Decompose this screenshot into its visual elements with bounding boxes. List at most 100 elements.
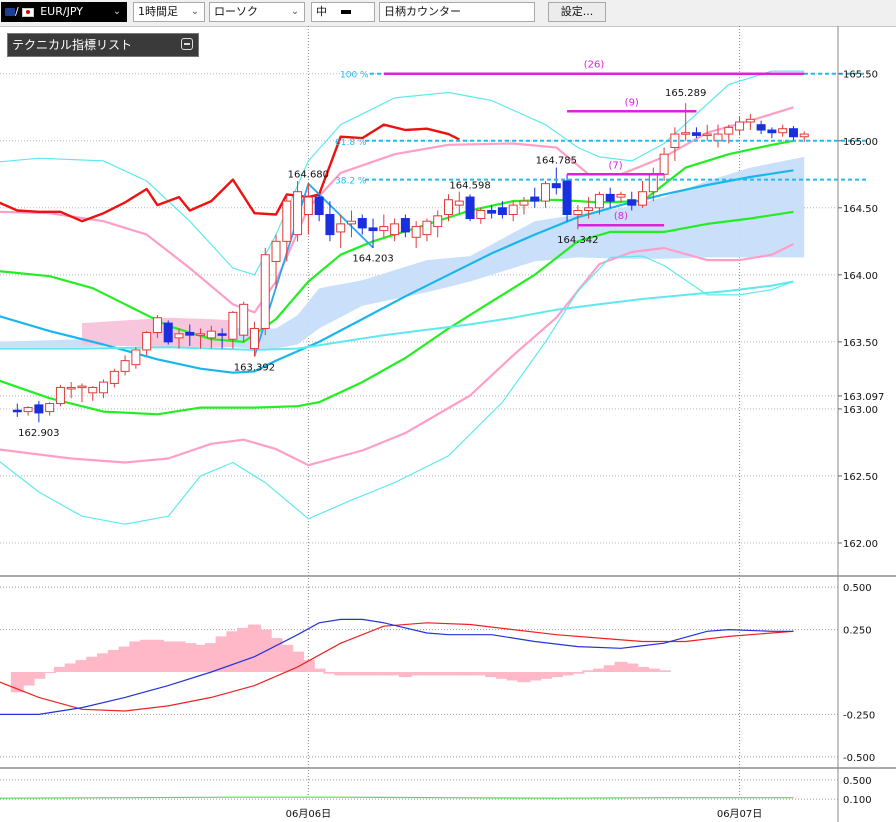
blue-ma-fast-line xyxy=(0,169,794,374)
indicator-list-toggle[interactable]: テクニカル指標リスト xyxy=(7,33,199,57)
price-label: 164.785 xyxy=(536,156,577,167)
price-tick-label: 164.00 xyxy=(843,271,878,282)
price-tick-label: 163.097 xyxy=(843,392,884,403)
chevron-down-icon: ⌄ xyxy=(112,6,122,17)
macd-panel: 0.500 0.250 -0.250 -0.500 xyxy=(0,583,875,764)
macd-histogram-bar xyxy=(183,643,197,672)
candle-body xyxy=(228,311,238,340)
day-counter-label: (26) xyxy=(584,60,605,71)
candle-body xyxy=(293,191,303,236)
interval-select[interactable]: 1時間足 ⌄ xyxy=(133,2,205,22)
macd-histogram-bar xyxy=(118,646,132,672)
indicator-lines xyxy=(0,70,805,525)
candle-body xyxy=(584,207,594,211)
macd-histogram-bar xyxy=(366,672,380,676)
line-style-select[interactable]: 中 xyxy=(311,2,375,22)
candle-body xyxy=(713,133,723,142)
macd-histogram-bar xyxy=(140,639,154,672)
candle-body xyxy=(142,331,152,351)
price-tick-label: 165.00 xyxy=(843,137,878,148)
candle-body xyxy=(788,128,798,138)
grid-layer xyxy=(0,26,896,822)
bb-lower1-line xyxy=(0,243,794,467)
macd-histogram-bar xyxy=(571,672,585,674)
oscillator-tick-label: 0.500 xyxy=(843,776,872,787)
candle-body xyxy=(152,317,162,333)
macd-histogram-bar xyxy=(614,661,628,672)
macd-tick-label: 0.500 xyxy=(843,583,872,594)
macd-histogram-bar xyxy=(150,639,164,672)
macd-histogram-bar xyxy=(582,670,596,672)
macd-histogram-bar xyxy=(409,672,423,676)
fib-level-label: 38.2 % xyxy=(335,177,367,187)
red-line-line xyxy=(0,123,460,223)
candle-body xyxy=(249,327,259,350)
macd-histogram-bar xyxy=(636,666,650,672)
candle-body xyxy=(616,193,626,198)
day-counter-field[interactable]: 日柄カウンター xyxy=(379,2,535,22)
candle-body xyxy=(702,133,712,137)
macd-histogram-bar xyxy=(215,636,229,672)
price-label: 164.680 xyxy=(288,170,329,181)
macd-line xyxy=(0,618,794,716)
green-ma-slow-line xyxy=(0,210,794,416)
macd-histogram-bar xyxy=(517,672,531,683)
currency-pair-select[interactable]: / EUR/JPY ⌄ xyxy=(1,2,127,22)
macd-histogram-bar xyxy=(495,672,509,679)
candle-body xyxy=(163,322,173,343)
candle-body xyxy=(400,218,410,233)
japan-flag-icon xyxy=(21,7,34,17)
candle-body xyxy=(724,126,734,135)
day-counter-label: 日柄カウンター xyxy=(384,5,461,18)
candle-body xyxy=(196,333,206,336)
macd-tick-label: 0.250 xyxy=(843,626,872,637)
macd-signal-line xyxy=(0,622,794,712)
macd-histogram-bar xyxy=(474,672,488,676)
macd-histogram-bar xyxy=(32,672,46,679)
candle-body xyxy=(109,370,119,384)
fib-level-label: 100 % xyxy=(340,71,369,81)
candle-body xyxy=(648,173,658,193)
price-tick-label: 163.50 xyxy=(843,338,878,349)
candle-body xyxy=(551,183,561,189)
indicator-list-label: テクニカル指標リスト xyxy=(12,38,133,52)
candle-body xyxy=(638,191,648,206)
candle-body xyxy=(681,132,691,135)
macd-histogram-bar xyxy=(194,644,208,672)
price-tick-label: 162.00 xyxy=(843,539,878,550)
oscillator-line xyxy=(0,796,794,799)
price-label: 163.392 xyxy=(234,362,275,373)
settings-button[interactable]: 設定... xyxy=(548,2,606,22)
candle-body xyxy=(465,196,475,220)
candle-body xyxy=(357,218,367,229)
macd-histogram-bar xyxy=(549,672,563,678)
price-tick-label: 163.00 xyxy=(843,405,878,416)
candle-body xyxy=(66,386,76,390)
candle-body xyxy=(45,403,55,413)
oscillator-panel: 0.500 0.100 xyxy=(0,776,872,806)
candle-body xyxy=(185,331,195,336)
candle-body xyxy=(77,385,87,389)
macd-histogram-bar xyxy=(657,670,671,672)
candle-body xyxy=(735,121,745,131)
candle-body xyxy=(260,254,270,329)
macd-histogram-bar xyxy=(463,672,477,676)
candle-body xyxy=(303,196,313,216)
macd-histogram-bar xyxy=(172,641,186,672)
price-axis: 165.50 165.00 164.50 164.00 163.50 163.097 163… xyxy=(838,70,884,550)
macd-histogram-bar xyxy=(53,666,67,672)
candle-body xyxy=(691,132,701,136)
fib-level-label: 61.8 % xyxy=(335,138,367,148)
oscillator-tick-label: 0.100 xyxy=(843,795,872,806)
collapse-icon[interactable] xyxy=(181,38,193,50)
line-swatch-icon xyxy=(332,6,360,18)
macd-histogram-bar xyxy=(442,672,455,676)
macd-histogram-bar xyxy=(452,672,466,676)
blue-ma-slow-line xyxy=(0,280,794,351)
price-label: 165.289 xyxy=(665,88,706,99)
macd-histogram-bar xyxy=(592,668,606,672)
candle-body xyxy=(325,214,335,236)
macd-histogram-bar xyxy=(43,672,57,673)
chart-area[interactable]: 100 % 61.8 % 38.2 % (26) (9) (7) (8) 162.903 163… xyxy=(0,26,896,822)
chart-style-select[interactable]: ローソク ⌄ xyxy=(209,2,305,22)
